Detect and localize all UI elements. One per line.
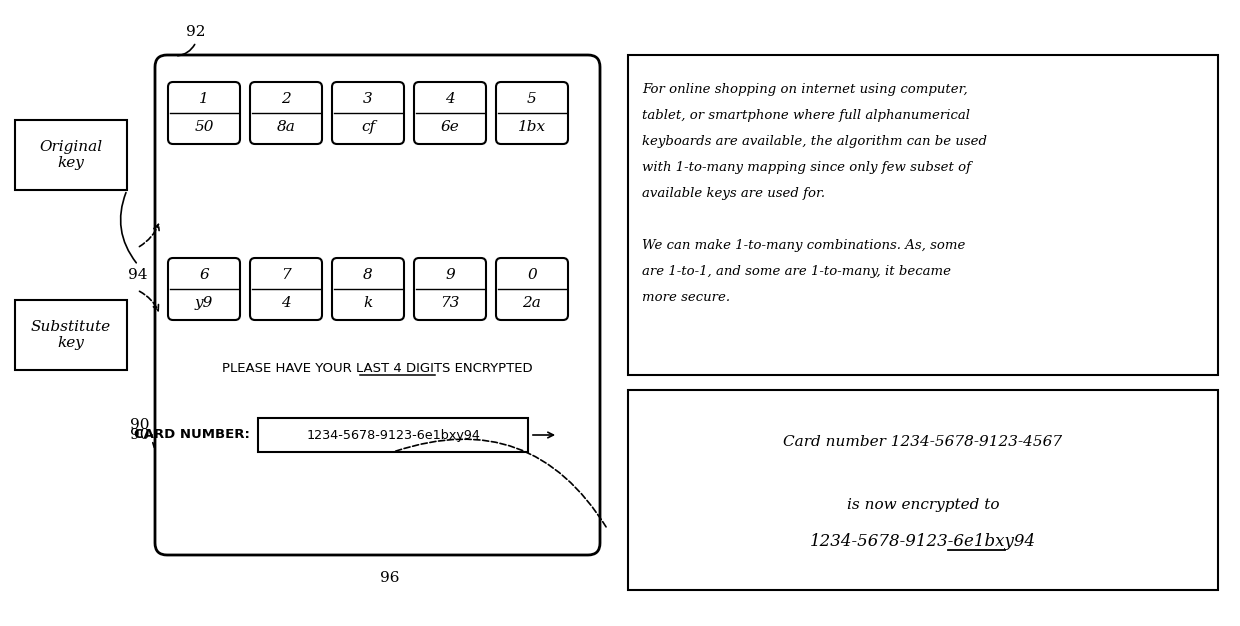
Text: 92: 92 bbox=[186, 25, 206, 39]
Text: 50: 50 bbox=[195, 120, 213, 134]
FancyBboxPatch shape bbox=[250, 82, 322, 144]
Text: 5: 5 bbox=[527, 92, 537, 106]
Text: Substitute
key: Substitute key bbox=[31, 320, 112, 350]
Text: 9: 9 bbox=[445, 268, 455, 282]
Text: 2a: 2a bbox=[522, 296, 542, 310]
Text: 1234-5678-9123-6e1bxy94: 1234-5678-9123-6e1bxy94 bbox=[306, 429, 480, 441]
Text: more secure.: more secure. bbox=[642, 291, 730, 304]
Text: 3: 3 bbox=[363, 92, 373, 106]
Text: available keys are used for.: available keys are used for. bbox=[642, 187, 825, 200]
Text: k: k bbox=[363, 296, 373, 310]
FancyBboxPatch shape bbox=[332, 258, 404, 320]
Text: Card number 1234-5678-9123-4567: Card number 1234-5678-9123-4567 bbox=[784, 435, 1063, 449]
Text: We can make 1-to-many combinations. As, some: We can make 1-to-many combinations. As, … bbox=[642, 239, 966, 252]
Text: 8a: 8a bbox=[277, 120, 295, 134]
Text: 94: 94 bbox=[128, 268, 148, 282]
Text: is now encrypted to: is now encrypted to bbox=[847, 498, 999, 512]
Text: 0: 0 bbox=[527, 268, 537, 282]
Text: 4: 4 bbox=[445, 92, 455, 106]
FancyBboxPatch shape bbox=[414, 82, 486, 144]
Text: y9: y9 bbox=[195, 296, 213, 310]
Bar bbox=[627, 55, 1218, 375]
Text: are 1-to-1, and some are 1-to-many, it became: are 1-to-1, and some are 1-to-many, it b… bbox=[642, 265, 951, 278]
Text: with 1-to-many mapping since only few subset of: with 1-to-many mapping since only few su… bbox=[642, 161, 971, 174]
Text: keyboards are available, the algorithm can be used: keyboards are available, the algorithm c… bbox=[642, 135, 987, 148]
Text: 6e: 6e bbox=[440, 120, 459, 134]
Text: 90: 90 bbox=[130, 428, 150, 442]
FancyBboxPatch shape bbox=[167, 258, 241, 320]
Text: PLEASE HAVE YOUR LAST 4 DIGITS ENCRYPTED: PLEASE HAVE YOUR LAST 4 DIGITS ENCRYPTED bbox=[222, 361, 533, 374]
Text: 1: 1 bbox=[200, 92, 208, 106]
Text: 6: 6 bbox=[200, 268, 208, 282]
FancyBboxPatch shape bbox=[155, 55, 600, 555]
Text: 73: 73 bbox=[440, 296, 460, 310]
FancyBboxPatch shape bbox=[414, 258, 486, 320]
FancyBboxPatch shape bbox=[496, 82, 568, 144]
Text: 1bx: 1bx bbox=[518, 120, 546, 134]
Text: 8: 8 bbox=[363, 268, 373, 282]
Text: 96: 96 bbox=[381, 571, 399, 585]
Text: 90: 90 bbox=[130, 418, 150, 432]
Text: 7: 7 bbox=[281, 268, 291, 282]
FancyBboxPatch shape bbox=[250, 258, 322, 320]
Bar bbox=[15, 120, 126, 190]
Bar bbox=[15, 300, 126, 370]
Text: 2: 2 bbox=[281, 92, 291, 106]
FancyBboxPatch shape bbox=[167, 82, 241, 144]
Text: cf: cf bbox=[361, 120, 374, 134]
Text: Original
key: Original key bbox=[40, 140, 103, 170]
Bar bbox=[258, 418, 528, 452]
Text: 1234-5678-9123-6e1bxy94: 1234-5678-9123-6e1bxy94 bbox=[810, 533, 1037, 550]
FancyBboxPatch shape bbox=[332, 82, 404, 144]
Text: tablet, or smartphone where full alphanumerical: tablet, or smartphone where full alphanu… bbox=[642, 109, 970, 122]
Text: 4: 4 bbox=[281, 296, 291, 310]
Text: CARD NUMBER:: CARD NUMBER: bbox=[134, 429, 250, 441]
Text: For online shopping on internet using computer,: For online shopping on internet using co… bbox=[642, 83, 967, 96]
FancyBboxPatch shape bbox=[496, 258, 568, 320]
Bar bbox=[627, 390, 1218, 590]
